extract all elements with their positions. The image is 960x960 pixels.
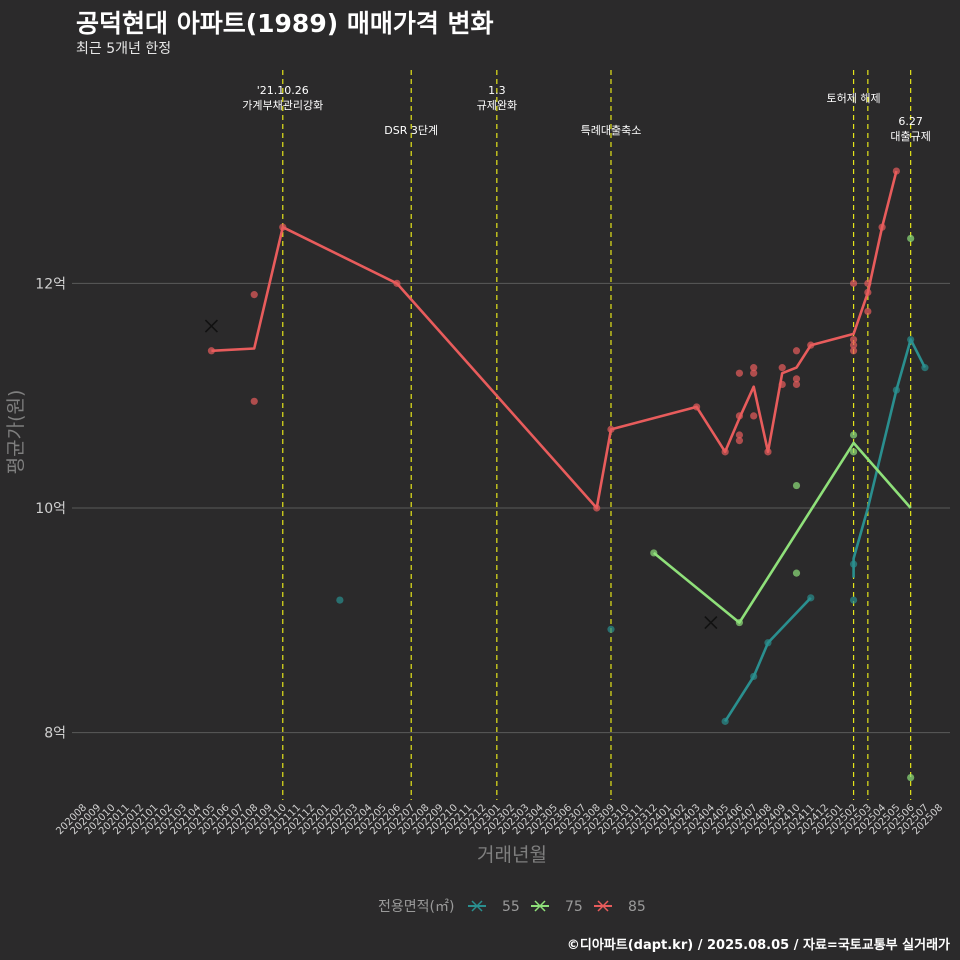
data-point-85	[735, 369, 744, 377]
legend-label-55: 55	[502, 899, 520, 915]
y-tick-label: 12억	[35, 276, 66, 292]
y-tick-label: 10억	[35, 501, 66, 517]
data-point-85	[849, 335, 858, 344]
legend-marker-85	[597, 900, 609, 912]
series-line-55	[724, 596, 812, 723]
chart-title: 공덕현대 아파트(1989) 매매가격 변화	[76, 9, 494, 38]
event-label: 토허제 해제	[827, 91, 881, 105]
legend-marker-75	[534, 900, 546, 912]
legend-label-75: 75	[565, 899, 583, 915]
data-point-85	[849, 347, 858, 355]
data-point-75	[792, 481, 801, 490]
data-point-85	[864, 307, 872, 316]
legend-label-85: 85	[628, 899, 646, 915]
series-line-55	[852, 338, 927, 578]
data-point-85	[735, 431, 744, 439]
data-point-85	[792, 347, 801, 355]
legend-marker-55	[471, 900, 483, 912]
series-line-75	[652, 441, 912, 624]
data-point-85	[778, 364, 786, 372]
data-point-85	[792, 375, 801, 383]
data-point-85	[750, 412, 758, 420]
data-point-85	[750, 364, 758, 372]
event-label: DSR 3단계	[384, 124, 438, 137]
chart-subtitle: 최근 5개년 한정	[76, 41, 172, 57]
event-label: 특례대출축소	[581, 124, 642, 137]
event-label: 가계부채관리강화	[242, 99, 323, 112]
event-label: 규제완화	[477, 99, 517, 112]
data-point-75	[849, 448, 858, 456]
y-axis-title: 평균가(원)	[5, 390, 27, 475]
data-point-85	[250, 397, 258, 405]
data-point-85	[250, 291, 258, 299]
data-point-75	[849, 431, 858, 439]
footer-credit: ©디아파트(dapt.kr) / 2025.08.05 / 자료=국토교통부 실…	[566, 938, 950, 953]
data-point-55	[849, 596, 858, 604]
y-tick-label: 8억	[44, 726, 66, 742]
series-layer	[204, 167, 929, 782]
data-point-55	[607, 625, 615, 633]
x-axis-title: 거래년월	[477, 844, 547, 866]
data-point-75	[792, 569, 801, 577]
data-point-85	[892, 167, 900, 175]
data-point-85	[735, 437, 744, 445]
data-point-85	[750, 369, 758, 377]
data-point-75	[907, 234, 915, 243]
legend: 전용면적(㎡) 55 75 85	[378, 899, 646, 915]
highlight-marker-75	[704, 615, 718, 630]
data-point-85	[849, 279, 858, 287]
event-label: 1.3	[488, 84, 506, 97]
legend-title: 전용면적(㎡)	[378, 899, 454, 915]
data-point-55	[336, 596, 344, 604]
series-line-85	[211, 170, 898, 510]
data-point-75	[907, 773, 915, 782]
event-label: '21.10.26	[257, 84, 309, 97]
data-point-85	[792, 380, 801, 389]
event-label: 6.27	[898, 115, 923, 128]
axis-layer: 거래년월 평균가(원)	[5, 390, 547, 866]
highlight-marker-85	[204, 319, 218, 333]
event-label: 대출규제	[890, 130, 930, 143]
grid-layer: 8억10억12억20200820200920201020201120201220…	[35, 276, 950, 837]
data-point-85	[849, 341, 858, 349]
